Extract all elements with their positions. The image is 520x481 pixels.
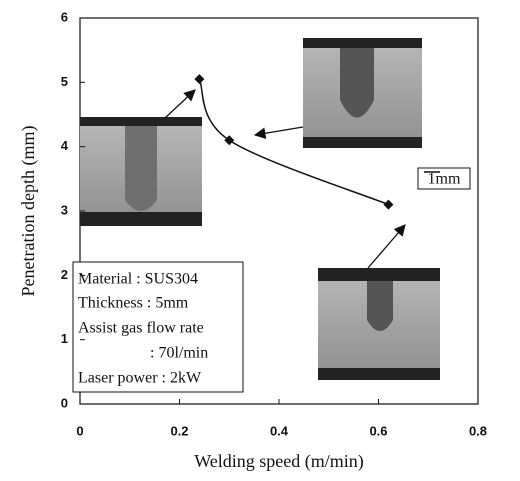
y-tick-label: 2: [61, 267, 68, 282]
y-tick-label: 5: [61, 74, 68, 89]
annotation: : 70l/min: [150, 345, 208, 362]
x-axis-label: Welding speed (m/min): [194, 451, 364, 472]
annotation: Laser power : 2kW: [78, 370, 202, 387]
data-point: [224, 135, 235, 146]
annotation: Assist gas flow rate: [78, 320, 204, 337]
trend-line: [198, 78, 389, 206]
x-tick-label: 0.8: [469, 423, 487, 438]
micrograph-1: [80, 117, 202, 226]
x-tick-label: 0.2: [170, 423, 188, 438]
x-tick-label: 0.6: [369, 423, 387, 438]
arrow: [253, 126, 304, 140]
y-tick-label: 3: [61, 202, 68, 217]
micrograph-3: [318, 268, 440, 380]
scale-box: [417, 167, 471, 190]
y-tick-label: 6: [61, 9, 68, 24]
micrograph-2: [303, 38, 422, 148]
y-tick-label: 0: [61, 395, 68, 410]
y-tick-label: 4: [61, 138, 69, 153]
data-point: [383, 199, 394, 210]
y-tick-label: 1: [61, 331, 68, 346]
annotation: Thickness : 5mm: [78, 295, 189, 312]
scale-label: 1mm: [428, 171, 461, 188]
arrow: [164, 89, 196, 119]
arrow: [367, 224, 406, 269]
annotation: Material : SUS304: [78, 271, 198, 288]
x-tick-label: 0: [76, 423, 83, 438]
annotation-box: [72, 261, 244, 393]
y-axis-label: Penetration depth (mm): [18, 126, 39, 297]
data-point: [194, 74, 205, 85]
x-tick-label: 0.4: [270, 423, 289, 438]
